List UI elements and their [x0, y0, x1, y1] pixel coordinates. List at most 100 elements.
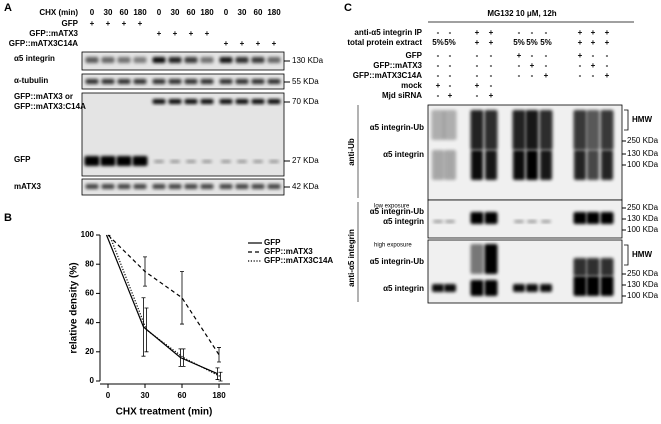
band: [527, 220, 537, 223]
lane-cell: -: [449, 81, 452, 90]
band: [484, 244, 498, 274]
y-tick-label: 20: [85, 347, 94, 356]
band: [170, 160, 180, 163]
band: [184, 57, 198, 63]
row-label: GFP: [62, 19, 79, 28]
band: [101, 184, 115, 189]
error-bar: [144, 307, 149, 353]
panel-label: C: [344, 2, 352, 14]
band: [432, 284, 444, 292]
lane-cell: 5%: [432, 38, 444, 47]
panel-title: MG132 10 μM, 12h: [487, 9, 556, 18]
legend-label: GFP: [264, 238, 281, 247]
lane-cell: -: [579, 71, 582, 80]
size-marker: 55 KDa: [292, 77, 319, 86]
band: [200, 79, 214, 84]
band: [600, 110, 614, 150]
y-tick-label: 40: [85, 318, 94, 327]
band: [168, 99, 182, 104]
lane-cell: -: [490, 81, 493, 90]
lane-cell: -: [437, 61, 440, 70]
band: [133, 184, 147, 189]
lane-cell: -: [490, 61, 493, 70]
band: [433, 220, 443, 223]
lane-cell: -: [531, 71, 534, 80]
band: [573, 212, 587, 224]
lane-cell: +: [90, 19, 95, 28]
lane-cell: +: [122, 19, 127, 28]
band: [117, 79, 131, 84]
band: [251, 184, 265, 189]
band: [600, 212, 614, 224]
band: [484, 110, 498, 150]
panel-label: A: [4, 2, 12, 14]
lane-cell: -: [545, 51, 548, 60]
band: [539, 110, 553, 150]
lane-cell: 30: [171, 8, 180, 17]
band: [235, 99, 249, 104]
error-bar: [218, 371, 223, 382]
error-bar: [217, 347, 221, 363]
lane-cell: -: [437, 91, 440, 100]
x-tick-label: 0: [106, 391, 111, 400]
lane-cell: +: [489, 38, 494, 47]
row-label: Mjd siRNA: [382, 91, 422, 100]
row-label: anti-α5 integrin IP: [354, 28, 422, 37]
lane-cell: +: [106, 19, 111, 28]
band: [221, 160, 231, 163]
lane-cell: +: [578, 51, 583, 60]
band: [251, 99, 265, 104]
band: [573, 276, 587, 296]
band: [587, 150, 599, 180]
band: [184, 79, 198, 84]
band: [202, 160, 212, 163]
row-label: GFP::mATX3C14A: [353, 71, 422, 80]
band: [600, 276, 614, 296]
lane-cell: +: [240, 39, 245, 48]
band: [152, 184, 166, 189]
band: [168, 79, 182, 84]
band: [186, 160, 196, 163]
size-marker: 250 KDa: [627, 269, 659, 278]
band: [200, 99, 214, 104]
size-marker: HMW: [632, 115, 652, 124]
legend-label: GFP::mATX3C14A: [264, 256, 333, 265]
band: [432, 150, 444, 180]
band: [219, 184, 233, 189]
blot-label: GFP: [14, 155, 31, 164]
lane-cell: -: [476, 61, 479, 70]
size-marker: 250 KDa: [627, 136, 659, 145]
lane-cell: -: [592, 71, 595, 80]
band: [184, 99, 198, 104]
band: [470, 110, 484, 150]
band: [444, 284, 456, 292]
lane-cell: 0: [157, 8, 162, 17]
size-marker: 130 KDa: [627, 149, 659, 158]
row-label: mock: [401, 81, 422, 90]
lane-cell: -: [437, 51, 440, 60]
band: [526, 284, 538, 292]
lane-cell: -: [592, 51, 595, 60]
band: [85, 79, 99, 84]
exposure-label: low exposure: [374, 204, 410, 210]
blot-label: α5 integrin: [383, 150, 424, 159]
lane-cell: 60: [187, 8, 196, 17]
lane-cell: -: [518, 61, 521, 70]
lane-cell: -: [518, 71, 521, 80]
lane-cell: 180: [200, 8, 214, 17]
lane-cell: +: [448, 91, 453, 100]
band: [267, 99, 281, 104]
lane-cell: -: [449, 71, 452, 80]
lane-cell: -: [545, 28, 548, 37]
band: [445, 220, 455, 223]
lane-cell: +: [489, 28, 494, 37]
band: [84, 156, 100, 166]
band: [484, 212, 498, 224]
band: [540, 150, 552, 180]
band: [574, 150, 586, 180]
lane-cell: +: [591, 28, 596, 37]
band: [573, 110, 587, 150]
lane-cell: -: [449, 51, 452, 60]
band: [132, 156, 148, 166]
error-bar: [143, 256, 147, 287]
